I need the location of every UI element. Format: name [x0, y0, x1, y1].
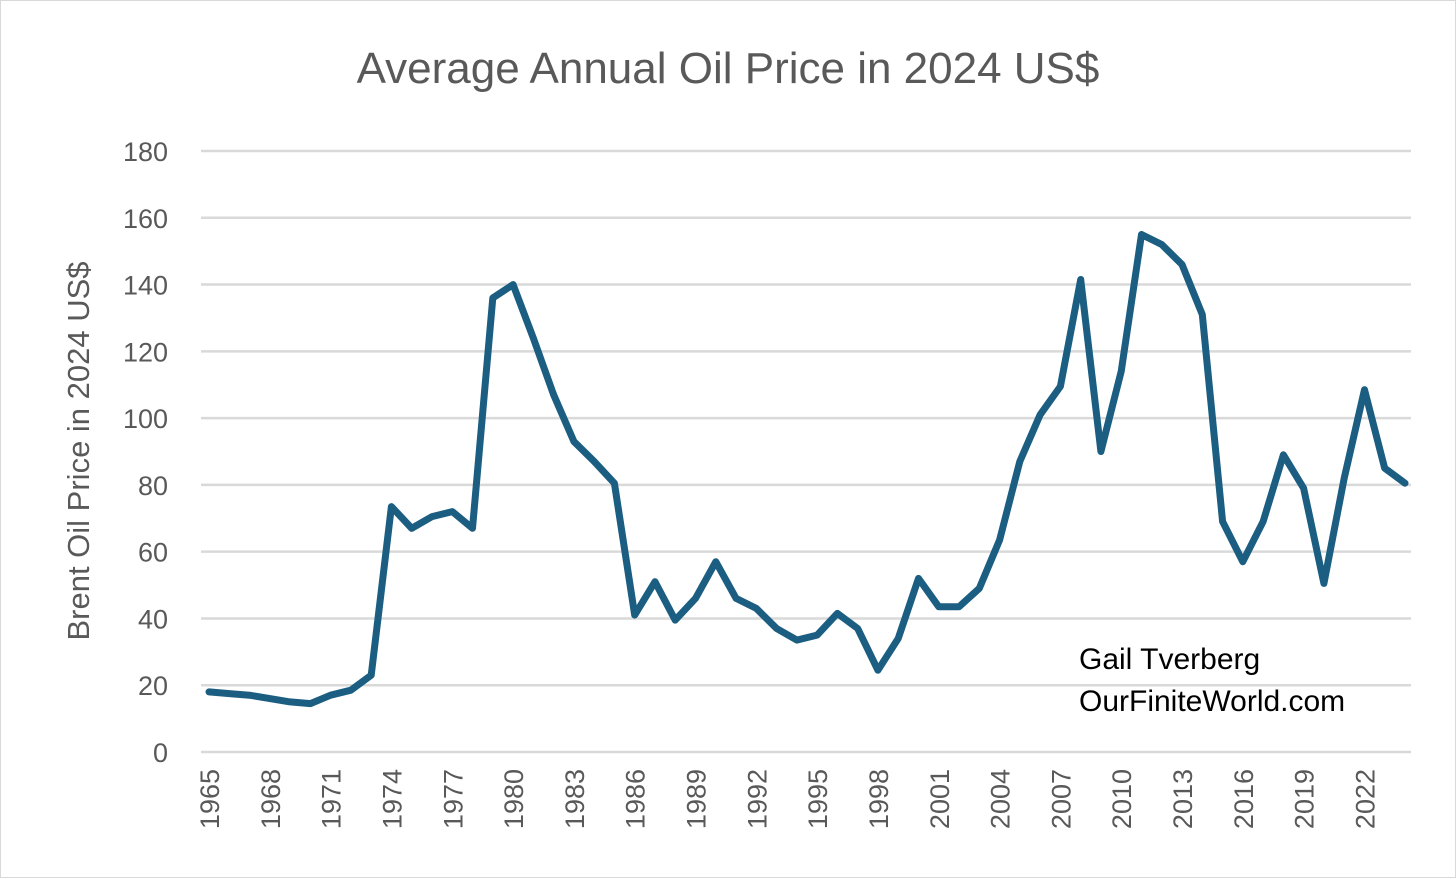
x-tick-label: 1977	[438, 769, 468, 829]
chart-title: Average Annual Oil Price in 2024 US$	[357, 44, 1100, 93]
x-tick-label: 1965	[195, 769, 225, 829]
x-tick-label: 2013	[1168, 769, 1198, 829]
x-tick-label: 1974	[377, 769, 407, 829]
price-line	[205, 231, 1409, 708]
author-name: Gail Tverberg	[1079, 643, 1260, 676]
x-tick-label: 2016	[1229, 769, 1259, 829]
x-tick-label: 1995	[803, 769, 833, 829]
y-tick-label: 40	[138, 604, 168, 634]
y-axis-label: Brent Oil Price in 2024 US$	[61, 261, 96, 640]
y-tick-label: 120	[123, 337, 168, 367]
y-tick-label: 140	[123, 271, 168, 301]
x-tick-label: 1983	[560, 769, 590, 829]
x-tick-labels: 1965 1968 1971 1974 1977 1980 1983 1986 1989 1992…	[195, 769, 1380, 829]
y-tick-label: 160	[123, 204, 168, 234]
x-tick-label: 2022	[1350, 769, 1380, 829]
y-tick-labels: 0 20 40 60 80 100 120 140 160 180	[123, 137, 168, 768]
gridlines	[201, 149, 1411, 687]
x-tick-label: 2004	[986, 769, 1016, 829]
x-tick-label: 1998	[864, 769, 894, 829]
website-name: OurFiniteWorld.com	[1079, 685, 1345, 718]
y-tick-label: 100	[123, 404, 168, 434]
y-tick-label: 60	[138, 538, 168, 568]
x-tick-label: 1992	[742, 769, 772, 829]
x-tick-label: 2001	[925, 769, 955, 829]
series-layer	[205, 231, 1409, 708]
y-tick-label: 0	[153, 738, 168, 768]
x-tick-label: 2007	[1046, 769, 1076, 829]
x-tick-label: 1968	[256, 769, 286, 829]
x-tick-label: 2019	[1290, 769, 1320, 829]
x-tick-label: 1980	[499, 769, 529, 829]
y-tick-label: 80	[138, 471, 168, 501]
y-tick-label: 180	[123, 137, 168, 167]
x-tick-label: 1986	[621, 769, 651, 829]
x-tick-label: 2010	[1107, 769, 1137, 829]
x-tick-label: 1971	[317, 769, 347, 829]
y-tick-label: 20	[138, 671, 168, 701]
x-tick-label: 1989	[682, 769, 712, 829]
